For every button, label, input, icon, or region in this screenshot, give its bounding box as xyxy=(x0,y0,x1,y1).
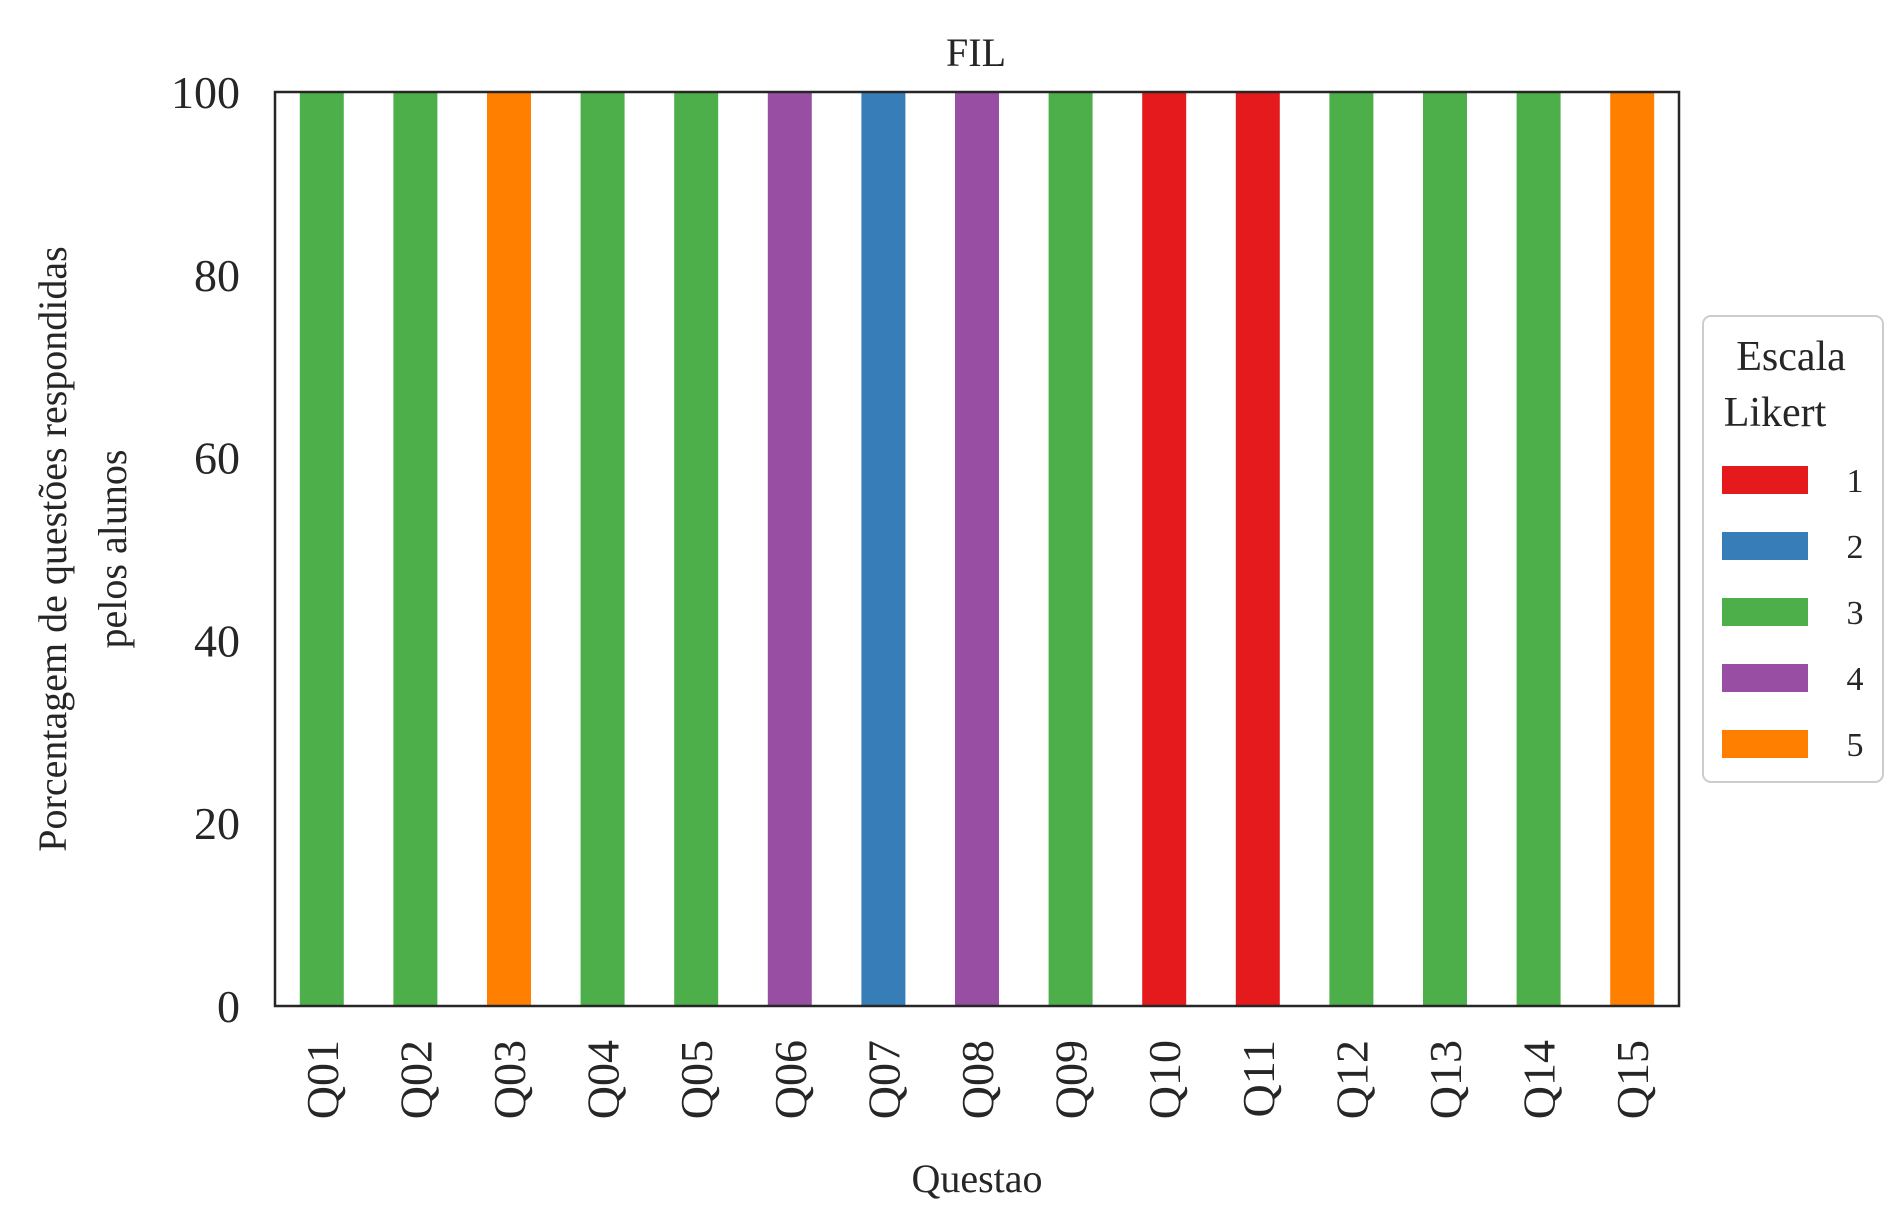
y-axis-label-line-1: Porcentagem de questões respondidas xyxy=(30,246,75,851)
x-tick-label-q12: Q12 xyxy=(1326,1040,1377,1119)
y-tick-label-100: 100 xyxy=(171,67,240,118)
bar-q08-series-4 xyxy=(955,92,999,1006)
legend-label-2: 2 xyxy=(1847,529,1864,566)
x-tick-label-q11: Q11 xyxy=(1233,1040,1284,1118)
bar-q11-series-1 xyxy=(1235,92,1280,1006)
bar-q12-series-3 xyxy=(1329,92,1374,1006)
x-tick-label-q03: Q03 xyxy=(484,1040,535,1119)
bar-q05-series-3 xyxy=(674,92,719,1006)
y-tick-label-40: 40 xyxy=(194,615,240,666)
x-tick-label-q07: Q07 xyxy=(858,1040,909,1119)
x-tick-label-q08: Q08 xyxy=(952,1040,1003,1119)
x-tick-label-q14: Q14 xyxy=(1514,1040,1565,1119)
y-tick-label-80: 80 xyxy=(194,250,240,301)
x-tick-label-q02: Q02 xyxy=(390,1040,441,1119)
bar-q06-series-4 xyxy=(767,92,812,1006)
legend-title-line-1: Escala xyxy=(1736,334,1846,380)
legend-title-line-2: Likert xyxy=(1724,390,1827,436)
legend: Escala Likert 1 2 3 4 5 xyxy=(1702,315,1884,783)
y-axis-label-line-2: pelos alunos xyxy=(90,450,135,649)
y-axis-ticks: 0 20 40 60 80 100 xyxy=(171,67,240,1032)
legend-swatch-2 xyxy=(1722,532,1808,560)
legend-items: 1 2 3 4 5 xyxy=(1722,463,1864,764)
bar-q10-series-1 xyxy=(1142,92,1187,1006)
x-axis-label: Questao xyxy=(911,1156,1042,1201)
x-tick-label-q05: Q05 xyxy=(671,1040,722,1119)
x-tick-label-q09: Q09 xyxy=(1046,1040,1097,1119)
bar-q03-series-5 xyxy=(487,92,531,1006)
plot-frame xyxy=(273,90,1681,1008)
chart-title: FIL xyxy=(946,30,1006,75)
x-tick-label-q04: Q04 xyxy=(578,1040,629,1119)
x-tick-label-q13: Q13 xyxy=(1420,1040,1471,1119)
x-tick-label-q06: Q06 xyxy=(765,1040,816,1119)
legend-label-1: 1 xyxy=(1847,463,1864,500)
x-tick-label-q10: Q10 xyxy=(1139,1040,1190,1119)
legend-label-3: 3 xyxy=(1847,595,1864,632)
bar-q14-series-3 xyxy=(1516,92,1561,1006)
legend-label-4: 4 xyxy=(1847,661,1864,698)
bar-q02-series-3 xyxy=(393,92,438,1006)
x-tick-label-q01: Q01 xyxy=(297,1040,348,1119)
x-tick-label-q15: Q15 xyxy=(1607,1040,1658,1119)
bar-q13-series-3 xyxy=(1423,92,1467,1006)
bar-q07-series-2 xyxy=(861,92,906,1006)
y-tick-label-0: 0 xyxy=(217,981,240,1032)
bar-q15-series-5 xyxy=(1610,92,1655,1006)
legend-label-5: 5 xyxy=(1847,727,1864,764)
legend-swatch-4 xyxy=(1722,664,1808,692)
bars-layer xyxy=(299,92,1655,1006)
bar-q04-series-3 xyxy=(580,92,625,1006)
bar-q09-series-3 xyxy=(1048,92,1093,1006)
legend-swatch-3 xyxy=(1722,598,1808,626)
y-tick-label-20: 20 xyxy=(194,798,240,849)
legend-swatch-5 xyxy=(1722,730,1808,758)
bar-q01-series-3 xyxy=(299,92,344,1006)
legend-swatch-1 xyxy=(1722,466,1808,494)
y-tick-label-60: 60 xyxy=(194,433,240,484)
x-axis-ticks: Q01 Q02 Q03 Q04 Q05 Q06 Q07 Q08 Q09 Q10 Q11 Q12 Q13 Q… xyxy=(297,1040,1658,1119)
